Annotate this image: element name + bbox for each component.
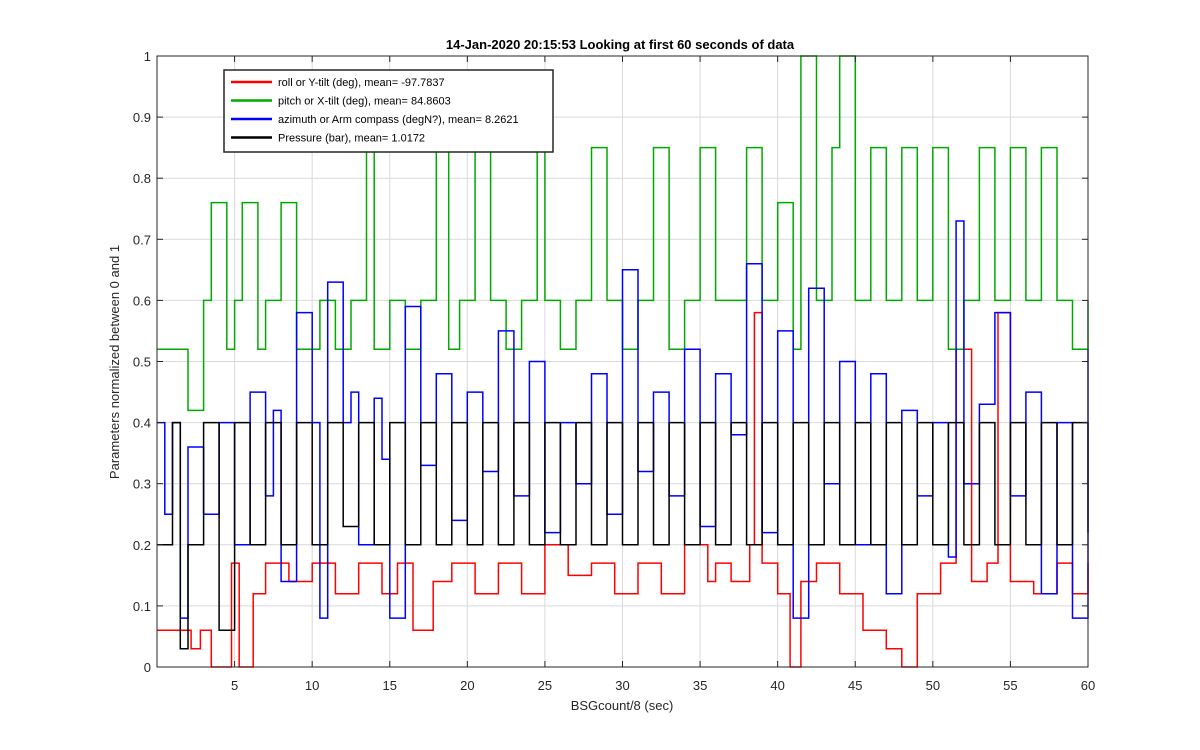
x-tick-label: 50: [926, 678, 940, 693]
y-axis-label: Parameters normalized between 0 and 1: [107, 245, 122, 479]
legend-entry: Pressure (bar), mean= 1.0172: [278, 133, 425, 145]
y-tick-label: 0.7: [133, 232, 151, 247]
y-tick-label: 0.8: [133, 171, 151, 186]
legend-entry: pitch or X-tilt (deg), mean= 84.8603: [278, 96, 451, 108]
y-tick-label: 0.2: [133, 538, 151, 553]
x-tick-label: 5: [231, 678, 238, 693]
legend-box: [223, 69, 554, 153]
y-tick-label: 0.4: [133, 416, 151, 431]
x-tick-label: 35: [693, 678, 707, 693]
y-tick-label: 0.6: [133, 293, 151, 308]
axis-ticks: 5 10 15 20 25 30 35 40 45 50 55 60 0 0.1 0.2 0.3 0.4 0.5 0…: [133, 49, 1095, 693]
x-tick-label: 10: [305, 678, 319, 693]
y-tick-label: 0: [144, 660, 151, 675]
legend: roll or Y-tilt (deg), mean= -97.7837 pitc…: [223, 69, 554, 153]
x-tick-label: 40: [770, 678, 784, 693]
legend-entry: roll or Y-tilt (deg), mean= -97.7837: [278, 77, 445, 89]
legend-entry: azimuth or Arm compass (degN?), mean= 8.…: [278, 114, 519, 126]
x-tick-label: 55: [1003, 678, 1017, 693]
x-tick-label: 60: [1081, 678, 1095, 693]
x-axis-label: BSGcount/8 (sec): [571, 698, 674, 713]
x-tick-label: 45: [848, 678, 862, 693]
x-tick-label: 25: [538, 678, 552, 693]
y-tick-label: 0.9: [133, 110, 151, 125]
x-tick-label: 15: [383, 678, 397, 693]
data-series: [157, 55, 1089, 668]
y-tick-label: 0.3: [133, 477, 151, 492]
y-tick-label: 1: [144, 49, 151, 64]
y-tick-label: 0.1: [133, 599, 151, 614]
chart-title: 14-Jan-2020 20:15:53 Looking at first 60…: [446, 37, 795, 52]
x-tick-label: 30: [615, 678, 629, 693]
x-tick-label: 20: [460, 678, 474, 693]
y-tick-label: 0.5: [133, 355, 151, 370]
series-line-3: [157, 421, 1089, 650]
